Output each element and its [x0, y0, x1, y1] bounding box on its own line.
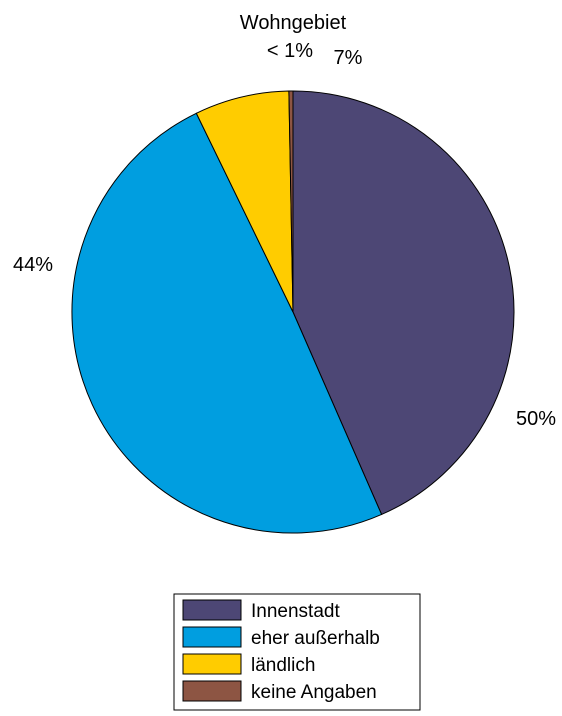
legend-label-innenstadt: Innenstadt	[251, 601, 340, 622]
legend-label-eher-au-erhalb: eher außerhalb	[251, 628, 380, 649]
slice-label-innenstadt: 44%	[13, 254, 53, 276]
legend-swatch-l-ndlich	[182, 653, 242, 675]
legend: Innenstadt eher außerhalb ländlich keine An…	[173, 593, 421, 711]
legend-label-l-ndlich: ländlich	[251, 655, 315, 676]
pie-slices	[71, 90, 515, 534]
pie-slice-innenstadt	[292, 90, 515, 516]
pie-slice-keine-angaben	[288, 90, 294, 313]
legend-swatch-innenstadt	[182, 599, 242, 621]
pie-labels: 44% 50% 7% < 1%	[13, 40, 556, 430]
pie-slice-eher-au-erhalb	[71, 112, 383, 534]
legend-label-keine-angaben: keine Angaben	[251, 682, 377, 703]
slice-label-l-ndlich: 7%	[334, 47, 363, 69]
slice-label-keine-angaben: < 1%	[267, 40, 313, 62]
slice-label-eher-au-erhalb: 50%	[516, 408, 556, 430]
chart-title: Wohngebiet	[240, 12, 347, 34]
legend-swatch-eher-au-erhalb	[182, 626, 242, 648]
legend-swatch-keine-angaben	[182, 680, 242, 702]
